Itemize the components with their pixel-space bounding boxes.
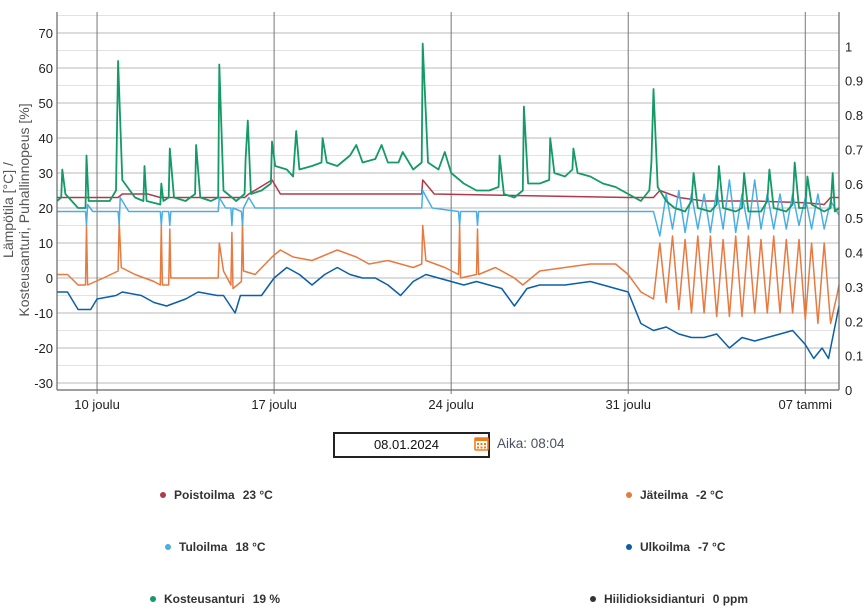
legend-dot-icon <box>626 544 632 550</box>
x-tick-label: 24 joulu <box>428 397 474 412</box>
legend-value: -2 °C <box>696 488 724 502</box>
legend-name: Poistoilma <box>174 488 235 502</box>
y-axis-title-line2: Kosteusanturi, Puhallinnopeus [%] <box>16 103 32 316</box>
y2-tick-label: 0.1 <box>845 349 863 364</box>
y2-tick-label: 0.8 <box>845 108 863 123</box>
legend-value: 18 °C <box>235 540 266 554</box>
series-line-kosteusanturi <box>56 42 840 213</box>
y-tick-label: 0 <box>46 271 53 286</box>
series-line-poistoilma <box>57 179 839 206</box>
y-tick-label: -30 <box>34 376 53 391</box>
legend-item[interactable]: Tuloilma 18 °C <box>165 540 266 554</box>
x-tick-label: 07 tammi <box>779 397 833 412</box>
legend-item[interactable]: Kosteusanturi 19 % <box>150 592 280 606</box>
y2-tick-label: 0.7 <box>845 142 863 157</box>
y-tick-label: 60 <box>39 61 53 76</box>
line-chart: -30 -20 -10 0 10 20 30 40 50 60 70 0 0.1 0.2 0.3 0.4 0.5… <box>0 12 863 412</box>
legend-name: Ulkoilma <box>640 540 691 554</box>
legend-dot-icon <box>626 492 632 498</box>
legend-name: Tuloilma <box>179 540 228 554</box>
y2-tick-label: 0.3 <box>845 280 863 295</box>
x-tick-label: 10 joulu <box>74 397 120 412</box>
legend-dot-icon <box>165 544 171 550</box>
y-tick-label: 70 <box>39 26 53 41</box>
date-value: 08.01.2024 <box>373 437 440 452</box>
y2-tick-label: 0.4 <box>845 246 863 261</box>
y-tick-label: 40 <box>39 131 53 146</box>
x-tick-label: 17 joulu <box>251 397 297 412</box>
y2-tick-label: 0.5 <box>845 211 863 226</box>
y-axis-title-line1: Lämpötila [°C] / <box>0 162 16 258</box>
y-tick-label: -20 <box>34 341 53 356</box>
y2-tick-label: 0.9 <box>845 74 863 89</box>
legend-name: Hiilidioksidianturi <box>604 592 705 606</box>
legend-item[interactable]: Poistoilma 23 °C <box>160 488 273 502</box>
legend-value: 0 ppm <box>712 592 749 606</box>
series-line-tuloilma <box>57 179 840 237</box>
legend-value: 23 °C <box>242 488 273 502</box>
y2-tick-label: 0 <box>845 383 852 398</box>
y2-tick-label: 0.6 <box>845 177 863 192</box>
legend-item[interactable]: Hiilidioksidianturi 0 ppm <box>590 592 748 606</box>
y-tick-label: 50 <box>39 96 53 111</box>
legend-dot-icon <box>590 596 596 602</box>
legend-value: 19 % <box>252 592 281 606</box>
legend-value: -7 °C <box>698 540 726 554</box>
legend-name: Jäteilma <box>640 488 689 502</box>
legend-item[interactable]: Ulkoilma -7 °C <box>626 540 725 554</box>
calendar-icon[interactable] <box>474 436 489 451</box>
series-line-jäteilma <box>57 221 840 325</box>
grid <box>57 12 839 394</box>
y-tick-label: -10 <box>34 306 53 321</box>
legend-name: Kosteusanturi <box>164 592 245 606</box>
date-input[interactable]: 08.01.2024 <box>333 432 490 458</box>
time-label: Aika: 08:04 <box>497 436 565 451</box>
y2-tick-label: 1 <box>845 39 852 54</box>
series-line-ulkoilma <box>57 266 840 360</box>
y-tick-label: 30 <box>39 166 53 181</box>
x-tick-label: 31 joulu <box>605 397 651 412</box>
legend-dot-icon <box>150 596 156 602</box>
y-tick-label: 10 <box>39 236 53 251</box>
legend-dot-icon <box>160 492 166 498</box>
series-lines <box>56 42 840 360</box>
axes: -30 -20 -10 0 10 20 30 40 50 60 70 0 0.1 0.2 0.3 0.4 0.5… <box>34 12 863 412</box>
legend-item[interactable]: Jäteilma -2 °C <box>626 488 724 502</box>
y-tick-label: 20 <box>39 201 53 216</box>
y2-tick-label: 0.2 <box>845 314 863 329</box>
